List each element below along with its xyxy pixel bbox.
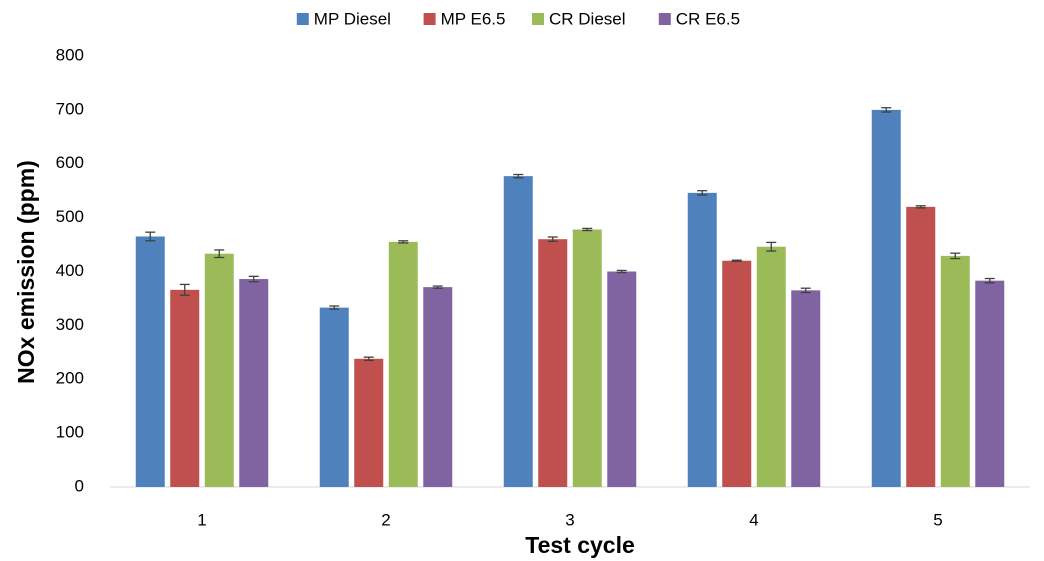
- bar: [940, 255, 970, 487]
- bar: [975, 280, 1005, 487]
- error-bar: [214, 249, 225, 259]
- error-bar: [616, 269, 627, 274]
- error-bar: [145, 231, 156, 242]
- legend-swatch: [296, 13, 309, 25]
- bar: [687, 192, 717, 487]
- error-bar: [984, 277, 995, 284]
- y-tick-label: 600: [56, 153, 84, 172]
- legend-swatch: [423, 13, 436, 25]
- bar: [204, 253, 234, 487]
- error-bar: [766, 241, 777, 252]
- bar: [319, 307, 349, 487]
- bar: [388, 241, 418, 487]
- error-bar: [582, 227, 593, 232]
- error-bar: [398, 240, 409, 244]
- legend-label: MP E6.5: [441, 9, 506, 28]
- x-tick-label: 5: [933, 510, 942, 529]
- x-tick-label: 2: [381, 510, 390, 529]
- legend-label: MP Diesel: [314, 9, 391, 28]
- bar: [503, 176, 533, 488]
- error-bar: [432, 285, 443, 289]
- bar: [722, 260, 752, 487]
- legend-label: CR E6.5: [676, 9, 740, 28]
- bar: [423, 287, 453, 487]
- y-tick-label: 0: [75, 476, 84, 495]
- bar: [170, 289, 200, 487]
- bar: [239, 279, 269, 487]
- error-bar: [731, 259, 742, 262]
- legend-label: CR Diesel: [549, 9, 626, 28]
- bar: [354, 358, 384, 487]
- error-bar: [329, 305, 340, 310]
- legend-swatch: [658, 13, 671, 25]
- bar: [756, 246, 786, 487]
- error-bar: [881, 107, 892, 113]
- y-tick-label: 500: [56, 207, 84, 226]
- y-tick-label: 100: [56, 423, 84, 442]
- x-tick-label: 1: [197, 510, 206, 529]
- y-axis-title: NOx emission (ppm): [13, 160, 39, 384]
- bar: [607, 271, 637, 487]
- error-bar: [800, 287, 811, 294]
- y-tick-label: 200: [56, 369, 84, 388]
- y-tick-label: 800: [56, 45, 84, 64]
- y-tick-label: 700: [56, 99, 84, 118]
- bar: [572, 229, 602, 488]
- bar: [791, 290, 821, 487]
- bar: [871, 109, 901, 487]
- x-tick-label: 3: [565, 510, 574, 529]
- error-bar: [179, 283, 190, 296]
- x-axis-title: Test cycle: [525, 532, 635, 558]
- y-tick-label: 400: [56, 261, 84, 280]
- bar: [135, 236, 165, 487]
- error-bar: [915, 205, 926, 209]
- error-bar: [547, 236, 558, 242]
- x-tick-label: 4: [749, 510, 758, 529]
- error-bar: [513, 173, 524, 179]
- error-bar: [950, 252, 961, 260]
- bar: [538, 239, 568, 487]
- legend-swatch: [532, 13, 544, 25]
- error-bar: [697, 190, 708, 196]
- error-bar: [248, 275, 259, 283]
- error-bar: [363, 356, 374, 362]
- bar: [906, 206, 936, 487]
- y-tick-label: 300: [56, 315, 84, 334]
